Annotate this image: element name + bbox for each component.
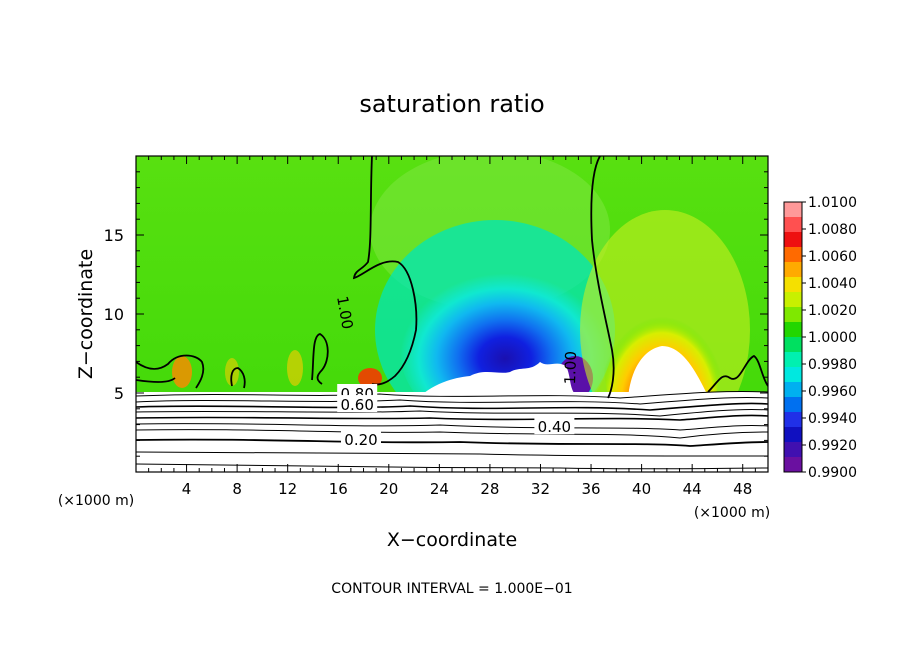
y-tick-label: 15: [104, 226, 124, 245]
colorbar-tick-label: 0.9980: [808, 357, 857, 373]
upper-contours: [136, 156, 768, 399]
contour-label-bg: [337, 395, 378, 413]
colorbar-swatch: [784, 427, 802, 443]
colorbar-swatch: [784, 367, 802, 383]
contour-label-text: 1.00: [561, 351, 580, 385]
colorbar-swatch: [784, 322, 802, 338]
colorbar-tick-label: 0.9920: [808, 438, 857, 454]
x-tick-label: 16: [329, 480, 348, 498]
field-patch-warm-1: [172, 356, 192, 388]
field-patch-warm-2: [358, 368, 382, 388]
y-axis: 5 10 15: [104, 171, 768, 457]
colorbar-tick-label: 1.0080: [808, 222, 857, 238]
contour-label: 0.40: [534, 417, 575, 436]
colorbar-tick-label: 0.9900: [808, 465, 857, 481]
colorbar-swatch: [784, 337, 802, 353]
x-axis: 4 8 12 16 20 24 28 32 36 40 44 48: [148, 156, 756, 498]
colorbar-swatch: [784, 247, 802, 263]
contour-label-text: 0.60: [340, 396, 373, 414]
x-unit-left: (×1000 m): [58, 493, 134, 509]
contour-label: 1.00: [561, 351, 580, 385]
y-tick-label: 5: [114, 384, 124, 403]
colorbar-swatch: [784, 217, 802, 233]
contour-label-bg: [340, 429, 381, 447]
contour-label: 0.20: [340, 429, 381, 449]
colorbar-swatch: [784, 277, 802, 293]
colorbar-tick-label: 1.0040: [808, 276, 857, 292]
colorbar-swatch: [784, 457, 802, 473]
contour-label-text: 0.20: [344, 431, 377, 449]
colorbar-swatch: [784, 292, 802, 308]
cloud-white-right: [628, 346, 706, 398]
colorbar-tick-label: 1.0020: [808, 303, 857, 319]
colorbar-swatch: [784, 232, 802, 248]
colorbar-swatch: [784, 262, 802, 278]
colorbar-swatch: [784, 352, 802, 368]
y-tick-label: 10: [104, 305, 124, 324]
x-tick-label: 48: [733, 480, 752, 498]
colorbar: 1.0100 1.0080 1.0060 1.0040 1.0020 1.0000 0.99…: [783, 195, 857, 481]
contour-label-text: 1.00: [333, 295, 357, 331]
colorbar-tick-label: 1.0000: [808, 330, 857, 346]
colorbar-swatch: [784, 307, 802, 323]
contour-label: 1.00: [333, 295, 357, 331]
colorbar-swatch: [784, 442, 802, 458]
chart-title: saturation ratio: [359, 90, 544, 118]
x-tick-label: 40: [632, 480, 651, 498]
colorbar-swatch: [784, 412, 802, 428]
y-axis-label: Z−coordinate: [75, 249, 97, 379]
x-tick-label: 28: [480, 480, 499, 498]
x-axis-label: X−coordinate: [387, 529, 517, 551]
x-tick-label: 24: [430, 480, 449, 498]
plot-area: 1.001.000.800.600.400.20: [136, 156, 768, 472]
cloud-white-left: [418, 362, 580, 398]
colorbar-swatch: [784, 397, 802, 413]
colorbar-swatch: [784, 382, 802, 398]
contour-interval-note: CONTOUR INTERVAL = 1.000E−01: [331, 581, 572, 597]
x-tick-label: 32: [531, 480, 550, 498]
x-tick-label: 20: [379, 480, 398, 498]
contour-label-text: 0.40: [538, 418, 571, 436]
colorbar-tick-label: 1.0100: [808, 195, 857, 211]
x-tick-label: 44: [683, 480, 702, 498]
colorbar-swatch: [784, 202, 802, 218]
x-unit-right: (×1000 m): [694, 505, 770, 521]
x-tick-label: 4: [182, 480, 192, 498]
field-patch-warm-3: [287, 350, 303, 386]
x-tick-label: 8: [232, 480, 242, 498]
colorbar-tick-label: 1.0060: [808, 249, 857, 265]
colorbar-tick-label: 0.9940: [808, 411, 857, 427]
x-tick-label: 36: [581, 480, 600, 498]
contour-label-bg: [534, 417, 575, 435]
contour-label: 0.60: [337, 395, 378, 414]
x-tick-label: 12: [278, 480, 297, 498]
lower-contours: [136, 390, 768, 470]
colorbar-tick-label: 0.9960: [808, 384, 857, 400]
